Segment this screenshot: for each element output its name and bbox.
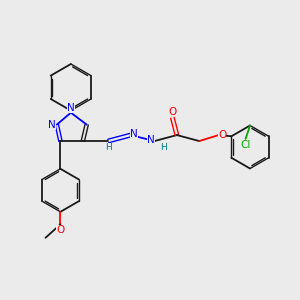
Text: O: O xyxy=(56,225,64,235)
Text: N: N xyxy=(67,103,75,113)
Text: N: N xyxy=(130,129,138,139)
Text: N: N xyxy=(147,134,155,145)
Text: N: N xyxy=(49,120,56,130)
Text: H: H xyxy=(105,143,112,152)
Text: Cl: Cl xyxy=(240,140,251,150)
Text: O: O xyxy=(168,107,176,117)
Text: H: H xyxy=(160,143,167,152)
Text: O: O xyxy=(218,130,226,140)
